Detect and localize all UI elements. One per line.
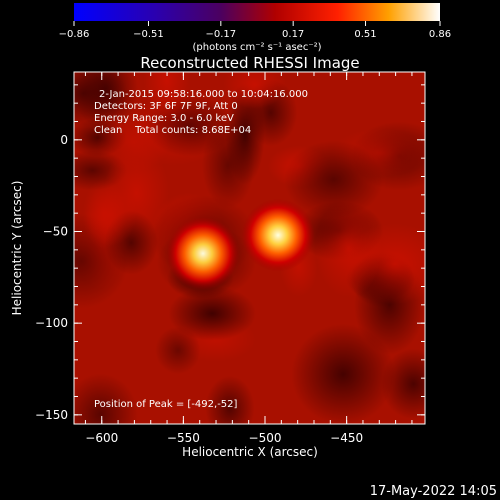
colorbar-tick-label: 0.51 <box>354 29 376 40</box>
y-axis-label: Heliocentric Y (arcsec) <box>10 181 24 316</box>
y-tick-label: 0 <box>60 133 68 147</box>
colorbar-tick-label: 0.17 <box>282 29 304 40</box>
peak-position-label: Position of Peak = [-492,-52] <box>94 399 238 410</box>
annotation-time-range: 2-Jan-2015 09:58:16.000 to 10:04:16.000 <box>99 89 308 100</box>
x-tick-label: −500 <box>249 431 282 445</box>
noise-blob <box>85 183 137 246</box>
y-tick-label: −50 <box>43 225 68 239</box>
colorbar-tick-label: −0.51 <box>133 29 164 40</box>
emission-source <box>242 199 315 272</box>
y-tick-label: −100 <box>35 316 68 330</box>
x-tick-label: −450 <box>330 431 363 445</box>
noise-blob <box>381 348 446 419</box>
x-tick-label: −550 <box>167 431 200 445</box>
x-axis-label: Heliocentric X (arcsec) <box>182 445 318 459</box>
annotation-energy-range: Energy Range: 3.0 - 6.0 keV <box>94 113 234 124</box>
colorbar <box>74 3 440 21</box>
footer-date: 17-May-2022 14:05 <box>370 484 497 499</box>
chart-title: Reconstructed RHESSI Image <box>140 54 359 72</box>
colorbar-ticks: −0.86 −0.51 −0.17 0.17 0.51 0.86 <box>59 21 451 40</box>
colorbar-tick-label: −0.86 <box>59 29 90 40</box>
annotation-detectors: Detectors: 3F 6F 7F 9F, Att 0 <box>94 101 238 112</box>
emission-source <box>166 217 239 290</box>
y-tick-label: −150 <box>35 408 68 422</box>
colorbar-tick-label: −0.17 <box>205 29 236 40</box>
annotation-clean-counts: Clean Total counts: 8.68E+04 <box>94 125 251 136</box>
colorbar-unit-label: (photons cm⁻² s⁻¹ asec⁻²) <box>192 42 321 53</box>
x-tick-label: −600 <box>85 431 118 445</box>
noise-blob <box>155 327 201 375</box>
colorbar-tick-label: 0.86 <box>429 29 451 40</box>
